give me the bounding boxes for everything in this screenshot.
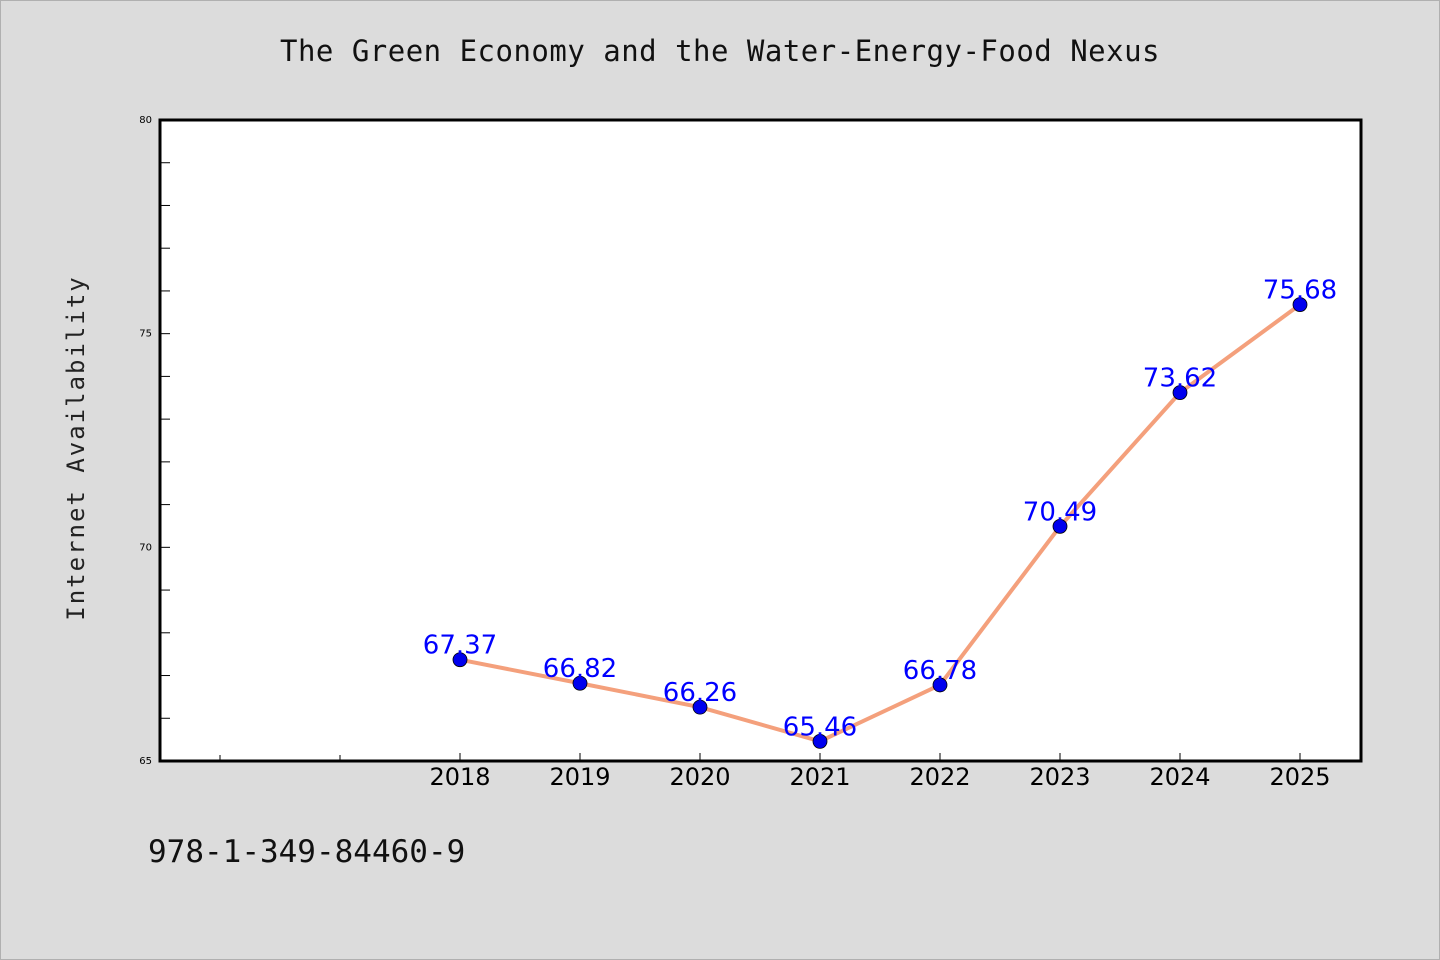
data-point xyxy=(812,733,828,749)
data-label: 75.68 xyxy=(1263,276,1337,306)
chart-title: The Green Economy and the Water-Energy-F… xyxy=(279,34,1160,68)
isbn-text: 978-1-349-84460-9 xyxy=(148,834,466,870)
data-label: 67.37 xyxy=(423,631,497,661)
x-tick-label: 2018 xyxy=(429,763,490,791)
data-point xyxy=(1052,518,1068,534)
data-label: 73.62 xyxy=(1143,364,1217,394)
x-tick-label: 2023 xyxy=(1029,763,1090,791)
data-label: 70.49 xyxy=(1023,497,1097,527)
data-point xyxy=(572,675,588,691)
x-tick-label: 2024 xyxy=(1149,763,1210,791)
x-tick-label: 2025 xyxy=(1269,763,1330,791)
data-point xyxy=(692,699,708,715)
x-tick-label: 2020 xyxy=(669,763,730,791)
data-label: 66.82 xyxy=(543,654,617,684)
data-label: 65.46 xyxy=(783,712,857,742)
y-tick-label: 65 xyxy=(139,756,152,767)
plot-area xyxy=(160,120,1361,761)
y-tick-label: 80 xyxy=(139,115,152,126)
plot-border xyxy=(158,118,1363,763)
data-label: 66.78 xyxy=(903,656,977,686)
data-label: 66.26 xyxy=(663,678,737,708)
y-tick-label: 75 xyxy=(139,329,152,340)
series-line xyxy=(458,302,1302,744)
data-point xyxy=(932,677,948,693)
x-tick-label: 2022 xyxy=(909,763,970,791)
data-point xyxy=(452,652,468,668)
data-point xyxy=(1292,297,1308,313)
x-tick-label: 2019 xyxy=(549,763,610,791)
data-point xyxy=(1172,385,1188,401)
x-tick-label: 2021 xyxy=(789,763,850,791)
y-tick-label: 70 xyxy=(139,542,152,553)
